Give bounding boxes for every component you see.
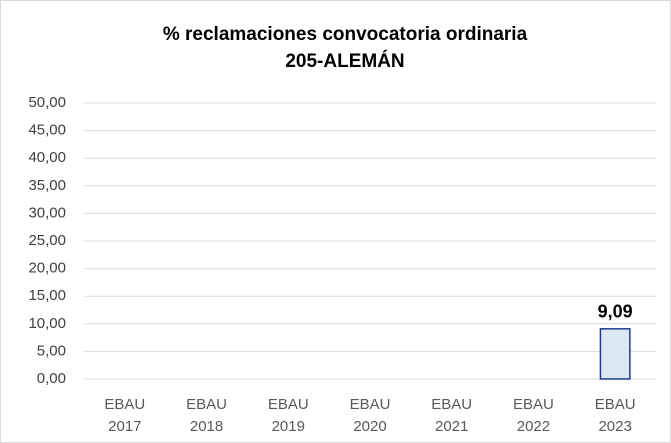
y-tick-label: 20,00 [28, 260, 66, 277]
y-tick-label: 15,00 [28, 287, 66, 304]
y-tick-label: 45,00 [28, 122, 66, 139]
bar [599, 328, 631, 380]
x-tick-label: EBAU 2020 [349, 396, 391, 435]
chart-title: % reclamaciones convocatoria ordinaria [163, 24, 528, 45]
y-tick-label: 25,00 [28, 232, 66, 249]
y-tick-label: 35,00 [28, 177, 66, 194]
x-tick-label: EBAU 2017 [104, 396, 146, 435]
x-tick-label: EBAU 2021 [431, 396, 473, 435]
x-tick-label: EBAU 2018 [186, 396, 227, 435]
y-tick-label: 40,00 [28, 149, 66, 166]
x-tick-label: EBAU 2022 [512, 396, 554, 435]
y-tick-label: 0,00 [37, 370, 66, 387]
x-tick-label: EBAU 2019 [267, 396, 309, 435]
y-tick-label: 50,00 [28, 94, 66, 111]
chart-subtitle: 205-ALEMÁN [285, 50, 404, 72]
y-tick-label: 10,00 [28, 315, 66, 332]
y-tick-label: 30,00 [28, 204, 66, 221]
x-tick-label: EBAU 2023 [594, 396, 636, 435]
data-label: 9,09 [598, 302, 633, 322]
y-tick-label: 5,00 [37, 342, 66, 359]
